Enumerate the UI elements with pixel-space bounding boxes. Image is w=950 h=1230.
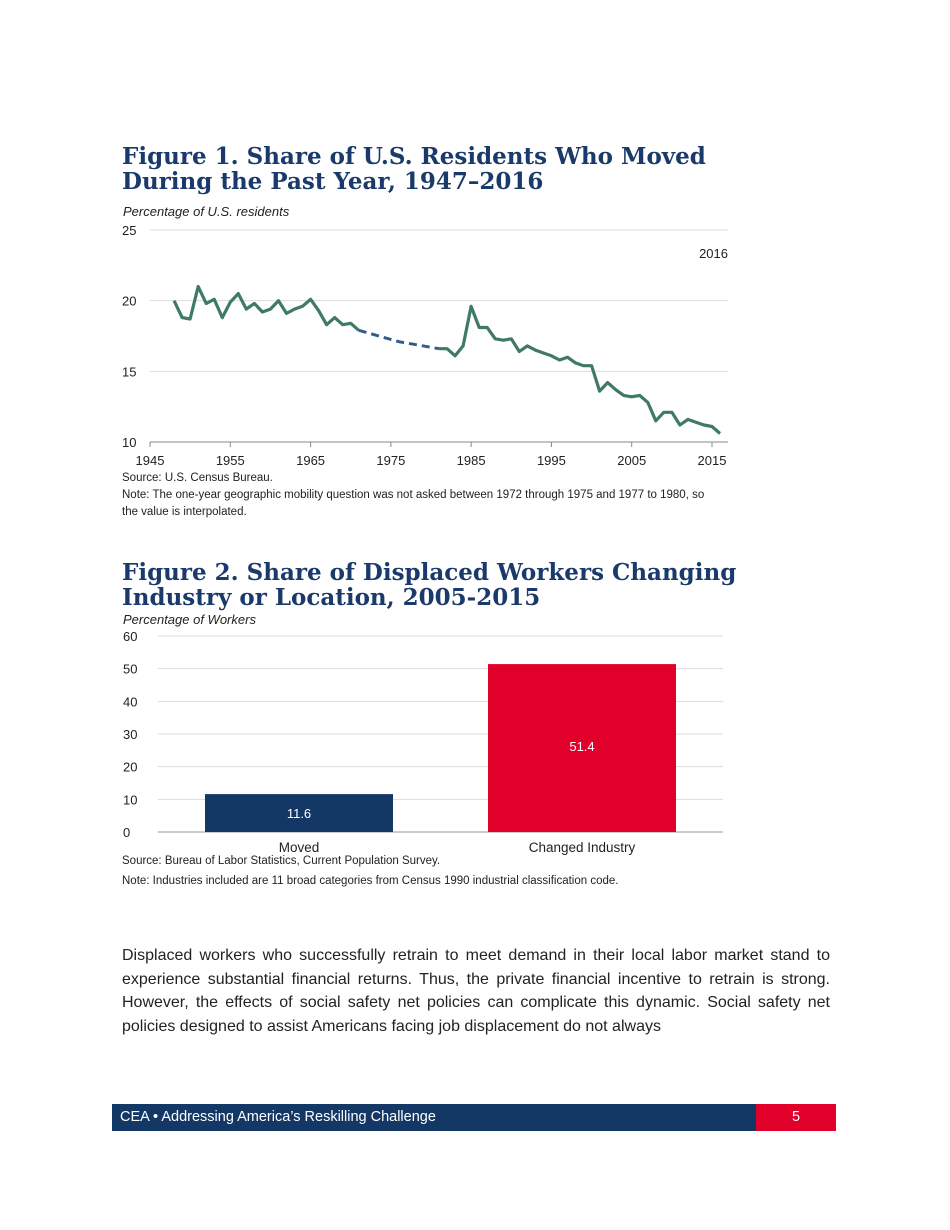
figure1-line-chart: 10 15 20 25 1945 1955 1965 1975 1985 1995 2005 2015… <box>122 223 728 468</box>
bar-data-label: 11.6 <box>287 806 311 821</box>
page-number: 5 <box>756 1104 836 1131</box>
figure2-note: Note: Industries included are 11 broad c… <box>122 875 619 887</box>
figure1-unit-label: Percentage of U.S. residents <box>123 204 290 219</box>
y-tick-label: 20 <box>123 760 137 775</box>
figure2-source: Source: Bureau of Labor Statistics, Curr… <box>122 855 441 867</box>
figure2-title: Figure 2. Share of Displaced Workers Cha… <box>122 559 737 611</box>
x-tick-label: 1955 <box>216 453 245 468</box>
figure2-bar-chart: 0 10 20 30 40 50 60 11.6 Moved 51.4 Changed Indust… <box>123 629 723 855</box>
figure1-note: Note: The one-year geographic mobility q… <box>122 489 705 518</box>
x-tick-label: 1985 <box>457 453 486 468</box>
bar-moved <box>205 794 393 832</box>
category-label: Moved <box>279 840 320 855</box>
y-tick-label: 40 <box>123 694 137 709</box>
x-tick-label: 1945 <box>136 453 165 468</box>
x-tick-label: 2015 <box>698 453 727 468</box>
body-paragraph: Displaced workers who successfully retra… <box>122 947 830 1036</box>
series-line-1981-2016 <box>439 304 722 435</box>
x-tick-label: 1975 <box>376 453 405 468</box>
x-tick-label: 1965 <box>296 453 325 468</box>
x-tick-label: 1995 <box>537 453 566 468</box>
y-tick-label: 30 <box>123 727 137 742</box>
figure1-source: Source: U.S. Census Bureau. <box>122 472 273 484</box>
figure1-title: Figure 1. Share of U.S. Residents Who Mo… <box>122 143 706 195</box>
y-tick-label: 10 <box>122 435 136 450</box>
bar-data-label: 51.4 <box>569 739 594 754</box>
footer-bar: CEA • Addressing America’s Reskilling Ch… <box>112 1104 836 1131</box>
y-tick-label: 10 <box>123 792 137 807</box>
figure2-unit-label: Percentage of Workers <box>123 612 256 627</box>
y-tick-label: 50 <box>123 662 137 677</box>
footer-title: CEA • Addressing America’s Reskilling Ch… <box>120 1109 436 1125</box>
y-tick-label: 25 <box>122 223 136 238</box>
x-tick-label: 2005 <box>617 453 646 468</box>
y-tick-label: 15 <box>122 364 136 379</box>
category-label: Changed Industry <box>529 840 636 855</box>
y-tick-label: 60 <box>123 629 137 644</box>
series-line-1948-1971 <box>172 284 360 332</box>
bar-changed-industry <box>488 664 676 832</box>
annotation-2016: 2016 <box>699 246 728 261</box>
y-tick-label: 0 <box>123 825 130 840</box>
y-tick-label: 20 <box>122 294 136 309</box>
